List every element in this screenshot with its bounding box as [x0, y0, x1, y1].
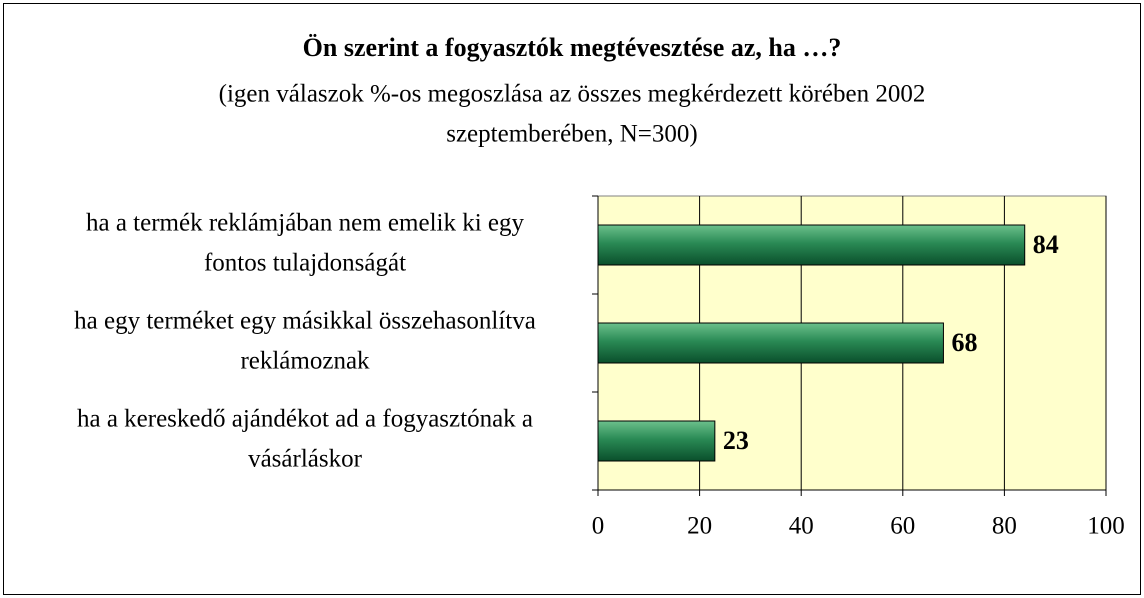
data-label: 23 [723, 426, 749, 455]
bar [597, 224, 1026, 266]
y-tick-label: reklámoznak [240, 348, 370, 375]
chart-subtitle: szeptemberében, N=300) [446, 121, 698, 148]
bar [597, 322, 944, 364]
x-tick-label: 40 [789, 513, 814, 540]
y-tick-label: vásárláskor [248, 446, 363, 473]
x-tick-label: 0 [592, 513, 605, 540]
x-tick-label: 100 [1087, 513, 1125, 540]
data-label: 84 [1033, 230, 1059, 259]
chart-title: Ön szerint a fogyasztók megtévesztése az… [303, 33, 842, 62]
chart-subtitle: (igen válaszok %-os megoszlása az összes… [219, 81, 926, 108]
data-label: 68 [951, 328, 977, 357]
x-tick-label: 20 [687, 513, 712, 540]
x-tick-label: 80 [992, 513, 1017, 540]
x-tick-label: 60 [890, 513, 915, 540]
y-tick-label: ha egy terméket egy másikkal összehasonl… [74, 308, 536, 335]
y-tick-label: ha a kereskedő ajándékot ad a fogyasztón… [77, 406, 533, 433]
y-tick-label: fontos tulajdonságát [204, 250, 406, 277]
y-tick-label: ha a termék reklámjában nem emelik ki eg… [86, 210, 525, 237]
bar [597, 420, 716, 462]
